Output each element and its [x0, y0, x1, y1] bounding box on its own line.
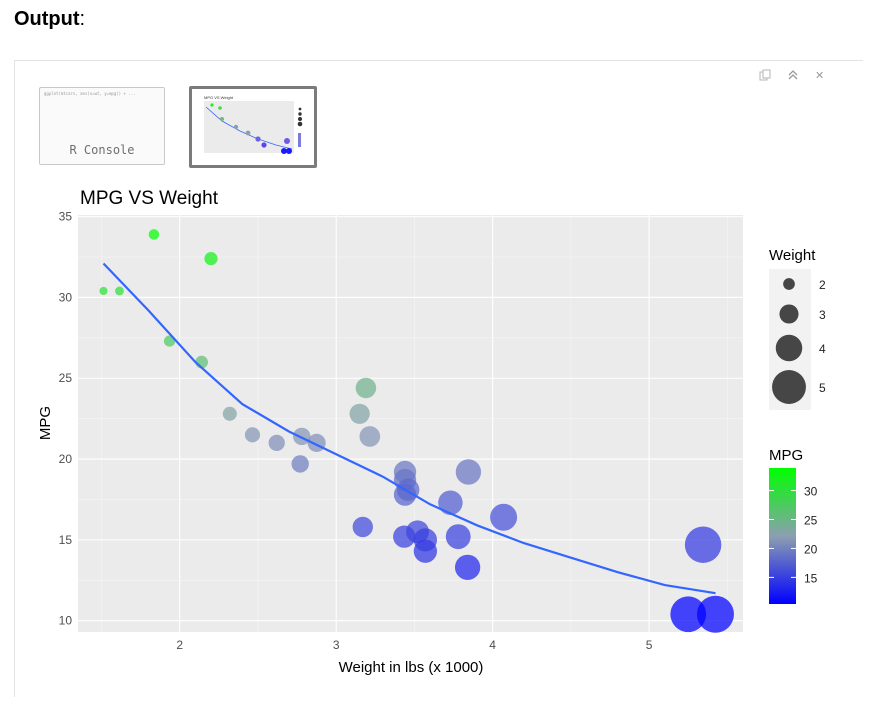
x-tick-label: 5 — [646, 638, 653, 652]
scatter-point — [115, 286, 124, 296]
scatter-point — [148, 229, 160, 240]
scatter-point — [99, 286, 108, 296]
scatter-point — [222, 406, 237, 421]
color-legend-title: MPG — [769, 447, 803, 464]
console-thumbnail-code: ggplot(mtcars, aes(x=wt, y=mpg)) + ... — [44, 91, 136, 96]
color-legend: 30 25 20 15 — [769, 485, 818, 585]
y-tick-label: 15 — [59, 533, 73, 547]
scatter-point — [268, 434, 285, 452]
chevrons-up-icon[interactable] — [787, 69, 799, 84]
size-legend-key — [779, 304, 799, 324]
output-heading: Output: — [14, 8, 85, 31]
scatter-point — [670, 596, 707, 633]
plot-thumbnail-title: MPG VS Weight — [204, 95, 234, 100]
y-tick-label: 35 — [59, 210, 73, 224]
plot-panel — [78, 215, 743, 632]
color-legend-bar — [769, 468, 796, 604]
size-legend-key — [772, 370, 806, 404]
scatter-point — [696, 595, 734, 633]
size-legend-key — [775, 334, 803, 362]
plot-thumbnail-preview: MPG VS Weight — [204, 95, 303, 154]
scatter-point — [455, 459, 482, 485]
x-tick-label: 2 — [176, 638, 183, 652]
scatter-point — [438, 490, 463, 515]
y-tick-label: 25 — [59, 371, 73, 385]
scatter-point — [454, 554, 481, 581]
scatter-point — [393, 460, 417, 484]
color-legend-label: 20 — [804, 542, 818, 556]
x-tick-label: 4 — [489, 638, 496, 652]
plot-thumbnail[interactable]: MPG VS Weight — [189, 86, 317, 168]
size-legend-label: 3 — [819, 308, 826, 322]
scatter-point — [490, 503, 518, 531]
scatter-point — [413, 528, 438, 552]
y-tick-label: 30 — [59, 290, 73, 304]
size-legend-label: 4 — [819, 342, 826, 356]
color-legend-label: 30 — [804, 485, 818, 499]
scatter-point — [359, 426, 381, 447]
scatter-point — [445, 524, 471, 550]
y-tick-label: 20 — [59, 452, 73, 466]
grid-lines — [78, 215, 743, 632]
copy-icon[interactable] — [759, 69, 771, 84]
size-legend-key — [783, 278, 795, 290]
y-tick-label: 10 — [59, 614, 73, 628]
size-legend-label: 2 — [819, 278, 826, 292]
chart-title: MPG VS Weight — [80, 188, 219, 209]
color-legend-label: 15 — [804, 571, 818, 585]
output-heading-colon: : — [79, 8, 86, 30]
close-icon[interactable]: ✕ — [815, 70, 825, 82]
scatter-point — [396, 478, 420, 502]
scatter-point — [352, 516, 373, 538]
size-legend-label: 5 — [819, 381, 826, 395]
scatter-point — [244, 427, 261, 443]
smooth-line — [102, 262, 716, 595]
x-axis-title: Weight in lbs (x 1000) — [339, 659, 484, 676]
scatter-point — [684, 526, 722, 563]
scatter-point — [349, 403, 370, 424]
color-legend-label: 25 — [804, 514, 818, 528]
size-legend-title: Weight — [769, 247, 816, 264]
output-heading-bold: Output — [14, 8, 80, 30]
size-legend: 2 3 4 5 — [772, 278, 826, 404]
console-thumbnail-label: R Console — [69, 143, 135, 157]
y-axis-title: MPG — [37, 406, 54, 440]
axis-ticks: 2 3 4 5 10 15 20 25 30 35 — [59, 210, 653, 652]
console-thumbnail[interactable]: ggplot(mtcars, aes(x=wt, y=mpg)) + ... R… — [39, 87, 165, 165]
scatter-point — [291, 455, 309, 473]
scatter-point — [204, 252, 218, 266]
x-tick-label: 3 — [333, 638, 340, 652]
output-panel: ✕ ggplot(mtcars, aes(x=wt, y=mpg)) + ...… — [14, 60, 863, 697]
scatter-point — [355, 377, 377, 399]
